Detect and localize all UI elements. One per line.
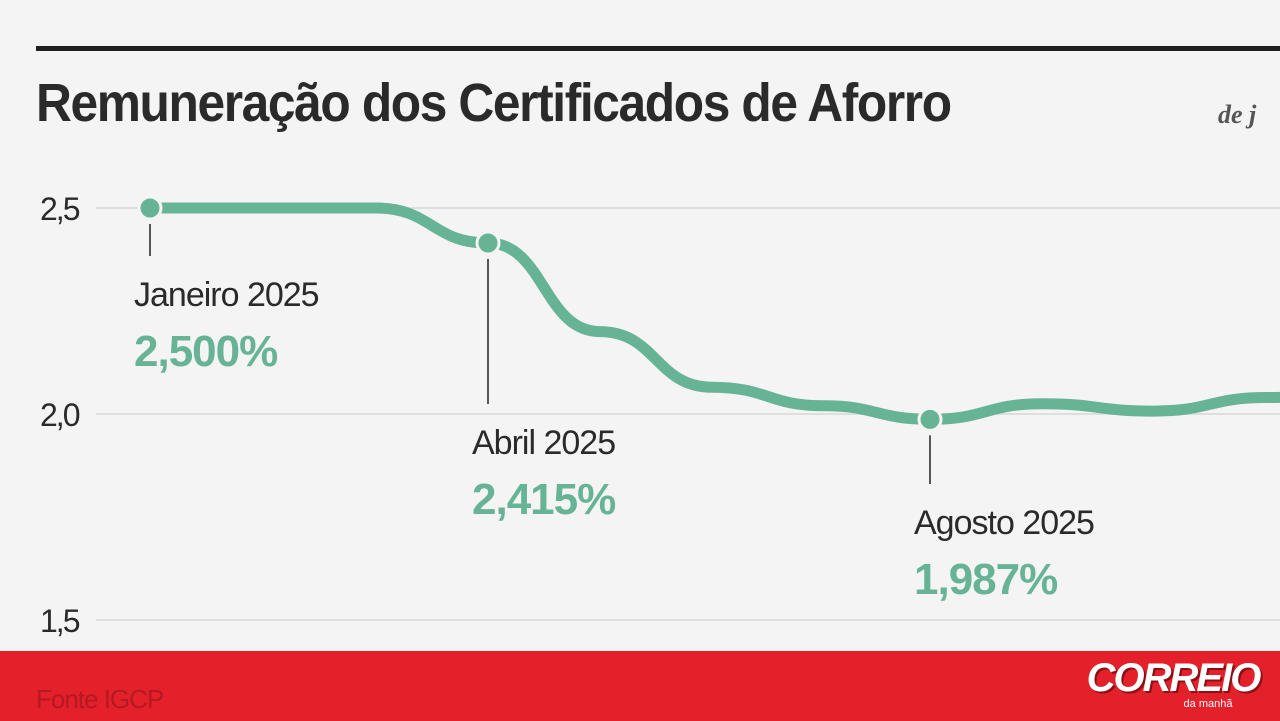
series-line <box>144 202 1280 425</box>
annotation-value: 2,415% <box>472 475 615 524</box>
y-axis-ticks: 2,5 2,0 1,5 <box>40 191 82 639</box>
logo-subtext: da manhã <box>1183 698 1233 710</box>
footer-bar <box>0 651 1280 721</box>
data-point <box>475 230 501 256</box>
brand-logo[interactable]: CORREIO da manhã <box>1080 656 1266 714</box>
data-point <box>137 195 163 221</box>
chart-subtitle: de j <box>1218 100 1257 129</box>
y-tick-label: 2,0 <box>40 397 80 433</box>
y-tick-label: 1,5 <box>40 603 80 639</box>
chart-title: Remuneração dos Certificados de Aforro <box>36 73 952 133</box>
annotation-label: Agosto 2025 <box>914 504 1094 542</box>
annotation-leaders <box>149 224 931 484</box>
y-tick-label: 2,5 <box>40 191 80 227</box>
logo-text: CORREIO <box>1086 656 1262 700</box>
annotation-value: 1,987% <box>914 555 1057 604</box>
annotations: Janeiro 2025 2,500% Abril 2025 2,415% Agosto… <box>134 276 1095 604</box>
annotation-value: 2,500% <box>134 327 277 376</box>
top-rule <box>36 46 1280 51</box>
annotation-label: Janeiro 2025 <box>134 276 319 314</box>
annotation-label: Abril 2025 <box>472 424 615 462</box>
data-points <box>137 195 943 432</box>
source-label: Fonte IGCP <box>36 684 164 714</box>
data-point <box>917 406 943 432</box>
gridlines <box>96 207 1280 621</box>
